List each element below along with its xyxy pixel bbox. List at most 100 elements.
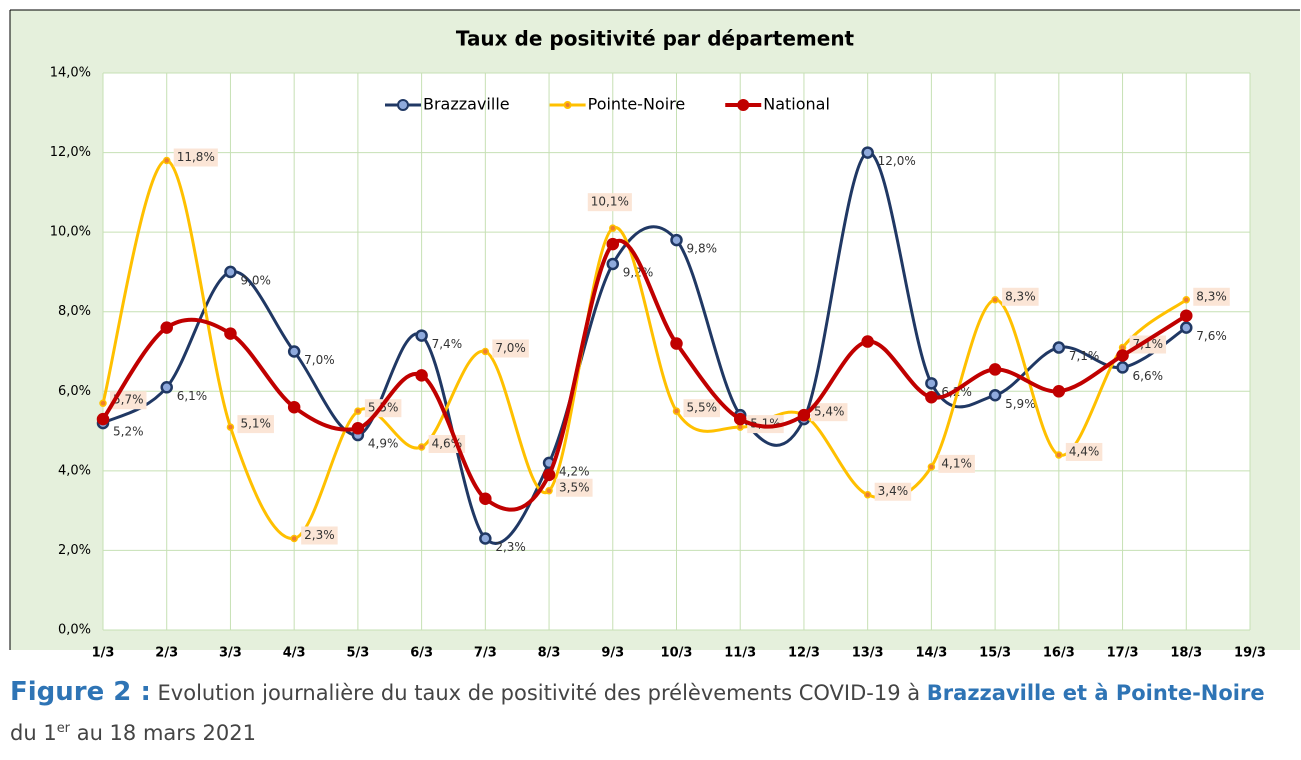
y-tick-label: 8,0% — [58, 304, 91, 319]
point — [1182, 296, 1191, 304]
x-tick-label: 6/3 — [410, 646, 433, 661]
data-label: 7,1% — [1069, 349, 1100, 363]
x-tick-label: 11/3 — [724, 646, 756, 661]
point — [733, 412, 747, 426]
x-tick-label: 5/3 — [346, 646, 369, 661]
data-label: 5,7% — [113, 393, 144, 407]
x-tick-label: 19/3 — [1234, 646, 1266, 661]
data-label-box — [1193, 287, 1230, 306]
data-label: 2,3% — [495, 540, 526, 554]
x-tick-label: 9/3 — [601, 646, 624, 661]
x-tick-label: 18/3 — [1170, 646, 1202, 661]
data-label-box — [237, 415, 274, 434]
data-label-box — [874, 482, 912, 501]
data-label: 5,4% — [814, 405, 845, 419]
point — [1180, 321, 1193, 334]
point — [96, 412, 110, 426]
point — [670, 233, 683, 247]
point — [609, 224, 617, 232]
data-label-box — [173, 148, 218, 167]
data-label-box — [938, 454, 975, 473]
data-label: 6,1% — [177, 389, 208, 403]
y-tick-label: 6,0% — [58, 384, 91, 399]
caption-text: Evolution journalière du taux de positiv… — [157, 681, 927, 705]
chart-title: Taux de positivité par département — [456, 27, 855, 51]
data-label: 7,0% — [304, 353, 335, 367]
point — [415, 329, 428, 342]
data-label-box — [1002, 287, 1039, 306]
point — [1052, 385, 1066, 398]
y-tick-label: 4,0% — [58, 463, 91, 478]
data-label: 4,9% — [368, 437, 399, 451]
data-label: 7,6% — [1196, 329, 1227, 343]
x-tick-label: 1/3 — [92, 646, 115, 661]
x-tick-label: 4/3 — [283, 646, 306, 661]
y-tick-label: 0,0% — [58, 623, 91, 638]
point — [160, 381, 173, 394]
point — [861, 146, 874, 159]
x-tick-label: 10/3 — [661, 646, 693, 661]
data-label-box — [1129, 335, 1167, 354]
y-tick-label: 10,0% — [50, 225, 91, 240]
x-tick-label: 12/3 — [788, 646, 820, 661]
caption-sup: er — [56, 721, 71, 736]
chart: Taux de positivité par département 0,0% 2… — [9, 9, 1300, 661]
caption-text: du 1 — [10, 721, 57, 745]
point — [606, 237, 620, 251]
legend-label: National — [763, 95, 830, 114]
point — [927, 463, 936, 471]
data-label: 11,8% — [177, 150, 215, 164]
x-tick-label: 7/3 — [474, 646, 497, 661]
point — [545, 487, 553, 495]
point — [481, 347, 490, 356]
point — [991, 296, 999, 304]
point — [672, 407, 681, 415]
series — [96, 237, 1193, 512]
point — [354, 407, 362, 415]
point — [1116, 361, 1129, 374]
point — [290, 534, 298, 543]
series: 5,7%11,8%5,1%2,3%5,5%4,6%7,0%3,5%10,1%5,… — [99, 148, 1230, 545]
point — [226, 423, 235, 431]
point — [99, 399, 107, 407]
x-tick-label: 15/3 — [979, 646, 1011, 661]
data-label: 7,1% — [1133, 337, 1164, 351]
point — [415, 369, 428, 382]
data-label: 9,0% — [240, 273, 271, 287]
data-label: 4,2% — [559, 464, 590, 478]
data-label: 7,4% — [432, 337, 463, 351]
x-tick-label: 13/3 — [852, 646, 884, 661]
point — [542, 468, 556, 482]
data-label: 10,1% — [591, 195, 629, 209]
point — [287, 345, 301, 358]
point — [606, 257, 620, 271]
series: 5,2%6,1%9,0%7,0%4,9%7,4%2,3%4,2%9,2%9,8%… — [96, 146, 1227, 554]
data-label-box — [587, 193, 632, 212]
data-label-box — [1065, 442, 1103, 461]
point — [1055, 451, 1063, 459]
point — [1052, 341, 1066, 354]
point — [861, 335, 874, 348]
caption-label: Figure 2 : — [10, 677, 151, 707]
caption-bold: Brazzaville et à Pointe-Noire — [926, 681, 1265, 705]
data-label: 9,8% — [687, 242, 718, 256]
point — [925, 377, 938, 390]
data-label-box — [556, 478, 593, 497]
point — [417, 443, 426, 451]
data-label: 8,3% — [1005, 289, 1036, 303]
point — [160, 321, 173, 334]
legend-marker — [563, 101, 572, 109]
data-label: 4,1% — [941, 456, 972, 470]
data-label: 7,0% — [495, 341, 526, 355]
x-tick-label: 17/3 — [1107, 646, 1139, 661]
data-label: 5,2% — [113, 425, 144, 439]
point — [1116, 349, 1129, 362]
point — [863, 490, 872, 499]
data-label: 5,5% — [687, 401, 718, 415]
data-label: 5,1% — [240, 417, 271, 431]
data-label-box — [683, 399, 720, 418]
series-line — [102, 151, 1188, 545]
x-tick-label: 3/3 — [219, 646, 242, 661]
data-label-box — [301, 526, 338, 545]
point — [351, 422, 365, 435]
